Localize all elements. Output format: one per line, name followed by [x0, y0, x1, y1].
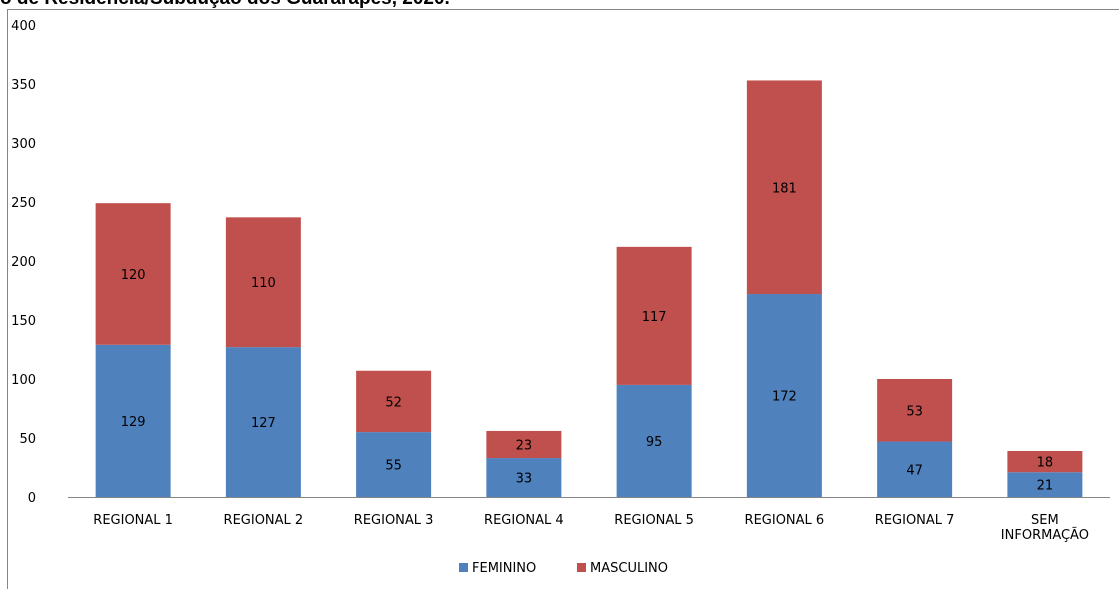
x-category-label: REGIONAL 5 [614, 513, 694, 528]
bar-feminino [746, 294, 822, 497]
data-label-masculino: 110 [251, 276, 276, 291]
x-category-label: REGIONAL 1 [93, 513, 173, 528]
y-tick-label: 50 [19, 432, 36, 447]
data-label-masculino: 53 [906, 404, 923, 419]
x-category-label: SEM INFORMAÇÃO [1001, 513, 1089, 543]
bar-masculino [746, 80, 822, 295]
bar-masculino [356, 370, 432, 433]
y-tick-label: 200 [11, 255, 36, 270]
x-category-label: REGIONAL 3 [354, 513, 434, 528]
y-tick-label: 150 [11, 314, 36, 329]
y-tick-label: 350 [11, 78, 36, 93]
chart-title: o de Residência/Subdução dos Guararapes,… [0, 0, 1119, 10]
bar-feminino [1007, 472, 1083, 497]
data-label-masculino: 52 [385, 395, 402, 410]
data-label-masculino: 18 [1037, 456, 1054, 471]
legend-swatch-masculino [577, 563, 586, 572]
bar-feminino [95, 344, 171, 497]
data-label-feminino: 95 [646, 435, 663, 450]
chart-frame [7, 9, 1119, 589]
bar-feminino [616, 384, 692, 497]
bar-masculino [95, 203, 171, 345]
data-label-feminino: 129 [121, 415, 146, 430]
x-category-label: REGIONAL 2 [224, 513, 304, 528]
bar-masculino [225, 217, 301, 348]
bar-feminino [486, 458, 562, 497]
bar-masculino [486, 430, 562, 459]
bar-feminino [356, 432, 432, 497]
bar-masculino [877, 379, 953, 442]
legend-label-feminino: FEMININO [472, 561, 536, 576]
bar-masculino [616, 246, 692, 385]
y-tick-label: 300 [11, 137, 36, 152]
bar-masculino [1007, 450, 1083, 473]
legend-label-masculino: MASCULINO [590, 561, 668, 576]
bar-feminino [225, 347, 301, 497]
bar-feminino [877, 441, 953, 497]
data-label-feminino: 127 [251, 416, 276, 431]
data-label-masculino: 23 [516, 438, 533, 453]
y-tick-label: 100 [11, 373, 36, 388]
y-tick-label: 0 [28, 491, 36, 506]
y-tick-label: 250 [11, 196, 36, 211]
data-label-feminino: 55 [385, 459, 402, 474]
data-label-masculino: 117 [642, 310, 667, 325]
data-label-feminino: 21 [1037, 479, 1054, 494]
data-label-masculino: 120 [121, 268, 146, 283]
data-label-feminino: 33 [516, 472, 533, 487]
legend-swatch-feminino [459, 563, 468, 572]
x-category-label: REGIONAL 6 [745, 513, 825, 528]
x-category-label: REGIONAL 4 [484, 513, 564, 528]
data-label-feminino: 47 [906, 463, 923, 478]
data-label-feminino: 172 [772, 390, 797, 405]
x-category-label: REGIONAL 7 [875, 513, 955, 528]
data-label-masculino: 181 [772, 181, 797, 196]
y-tick-label: 400 [11, 19, 36, 34]
